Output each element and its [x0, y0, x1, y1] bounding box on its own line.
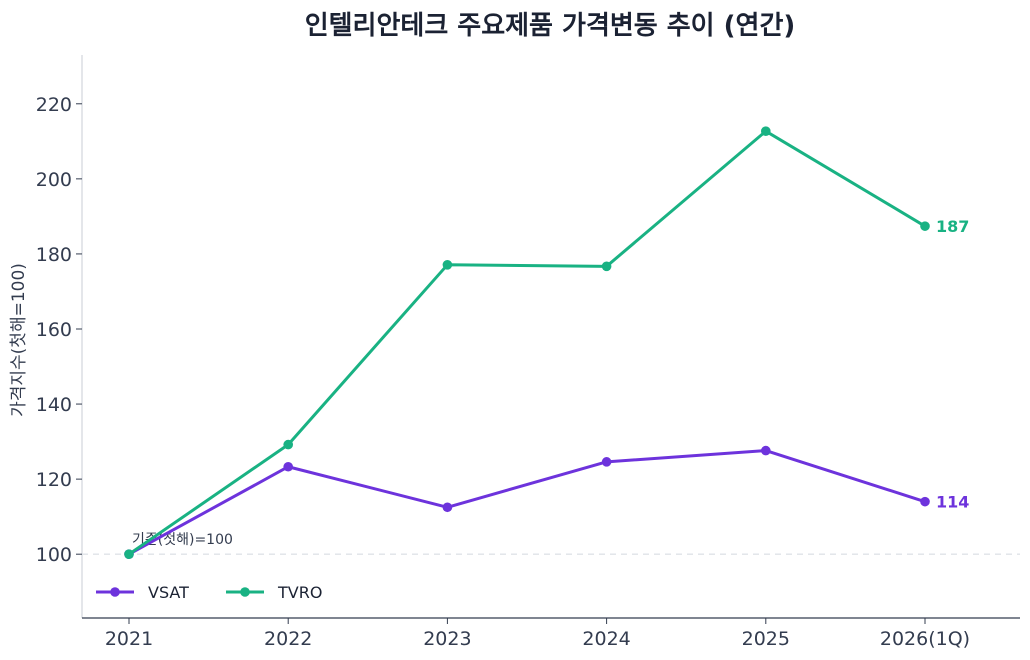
reference-line-group: 기준(첫해)=100 — [82, 532, 1020, 555]
data-point-vsat — [442, 502, 453, 513]
data-point-vsat — [920, 496, 930, 507]
y-tick-label: 120 — [36, 469, 72, 491]
series-line-tvro — [127, 129, 927, 556]
y-axis-label: 가격지수(첫해=100) — [9, 263, 29, 417]
legend-marker-vsat — [110, 587, 120, 597]
legend-label-tvro: TVRO — [277, 583, 322, 602]
x-tick-label: 2022 — [264, 628, 312, 650]
data-point-vsat — [601, 457, 612, 467]
axes: 100 120 140 160 180 200 220 2021 2022 2023 2024 202… — [36, 55, 1020, 650]
end-value-label-tvro: 187 — [936, 217, 969, 236]
data-point-tvro — [920, 221, 930, 231]
x-tick-label: 2025 — [742, 628, 790, 650]
y-tick-label: 200 — [36, 169, 72, 191]
x-tick-label: 2024 — [582, 628, 630, 650]
chart-title: 인텔리안테크 주요제품 가격변동 추이 (연간) — [305, 11, 796, 41]
legend-label-vsat: VSAT — [148, 583, 189, 602]
data-point-tvro — [601, 261, 612, 272]
data-point-tvro — [124, 549, 134, 559]
end-value-label-vsat: 114 — [936, 493, 969, 512]
x-tick-label: 2021 — [105, 628, 153, 650]
data-point-tvro — [761, 126, 771, 136]
data-point-tvro — [442, 260, 453, 270]
legend: VSAT TVRO — [96, 583, 322, 602]
data-point-vsat — [283, 461, 294, 472]
x-tick-label: 2023 — [423, 628, 471, 650]
data-point-tvro — [283, 439, 294, 450]
series-group: 114 187 — [124, 126, 969, 559]
y-tick-label: 100 — [36, 544, 72, 566]
legend-marker-tvro — [240, 587, 250, 597]
x-tick-label: 2026(1Q) — [880, 628, 970, 650]
y-tick-label: 160 — [36, 319, 72, 341]
y-tick-label: 180 — [36, 244, 72, 266]
y-tick-label: 220 — [36, 94, 72, 116]
y-tick-label: 140 — [36, 394, 72, 416]
series-line-vsat — [127, 449, 927, 556]
data-point-vsat — [761, 445, 771, 456]
